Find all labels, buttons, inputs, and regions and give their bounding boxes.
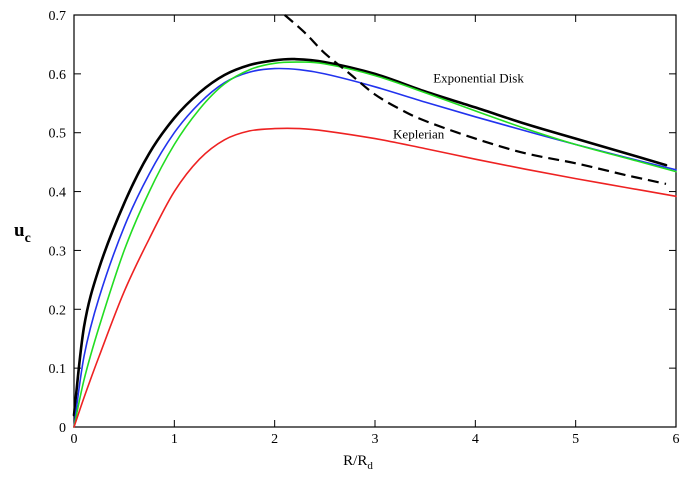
series-line-blue bbox=[73, 67, 677, 428]
annotation-keplerian: Keplerian bbox=[393, 127, 445, 142]
series-group bbox=[72, 14, 677, 428]
series-line-kepler-dashed bbox=[283, 14, 667, 185]
y-tick-label-3: 0.3 bbox=[49, 244, 67, 259]
y-tick-label-0: 0 bbox=[59, 421, 66, 436]
x-tick-label-0: 0 bbox=[71, 432, 78, 447]
series-line-green bbox=[73, 61, 677, 428]
plot-frame bbox=[73, 14, 677, 428]
x-tick-label-6: 6 bbox=[673, 432, 680, 447]
series-line-keplerian bbox=[73, 127, 677, 428]
x-tick-label-1: 1 bbox=[171, 432, 178, 447]
y-tick-label-4: 0.4 bbox=[49, 186, 67, 201]
y-axis-label: uc bbox=[14, 220, 31, 246]
x-tick-label-3: 3 bbox=[372, 432, 379, 447]
x-tick-label-2: 2 bbox=[271, 432, 278, 447]
y-tick-label-1: 0.1 bbox=[49, 362, 67, 377]
y-tick-label-5: 0.5 bbox=[49, 127, 67, 142]
x-tick-label-5: 5 bbox=[572, 432, 579, 447]
y-tick-label-2: 0.2 bbox=[49, 303, 67, 318]
axis-ticks bbox=[73, 14, 677, 428]
annotations: Exponential Disk Keplerian bbox=[393, 71, 524, 142]
axis-tick-labels: 0 1 2 3 4 5 6 0 0.1 0.2 0.3 0.4 0.5 0.6 0.7 bbox=[49, 9, 680, 447]
x-axis-label: R/Rd bbox=[343, 453, 373, 472]
y-tick-label-7: 0.7 bbox=[49, 9, 67, 24]
x-tick-label-4: 4 bbox=[472, 432, 479, 447]
y-tick-label-6: 0.6 bbox=[49, 68, 67, 83]
annotation-exponential-disk: Exponential Disk bbox=[433, 71, 524, 86]
series-line-exponential-disk bbox=[72, 57, 668, 417]
